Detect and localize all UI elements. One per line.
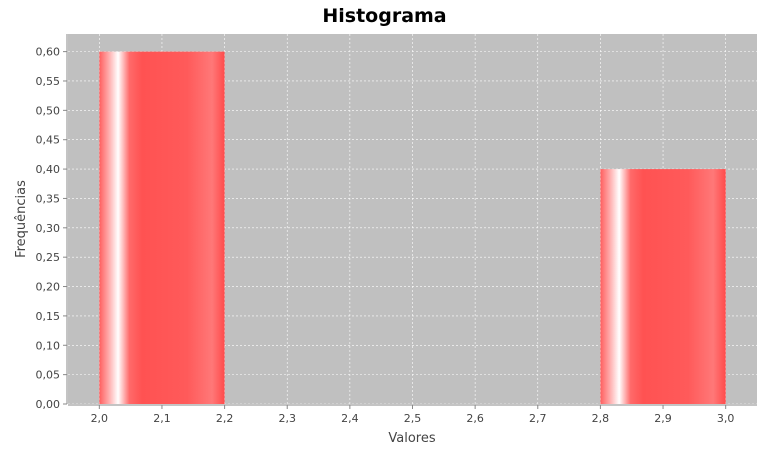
y-tick-label: 0,55 bbox=[36, 75, 61, 88]
x-axis-ticks: 2,0 2,1 2,2 2,3 2,4 2,5 2,6 2,7 2,8 2,9 3,0 bbox=[91, 405, 735, 425]
y-axis-ticks: 0,00 0,05 0,10 0,15 0,20 0,25 0,30 0,35 0,40 0,45… bbox=[36, 46, 67, 411]
x-tick-label: 3,0 bbox=[717, 412, 735, 425]
y-tick-label: 0,00 bbox=[36, 398, 61, 411]
y-tick-label: 0,50 bbox=[36, 104, 61, 117]
x-tick-label: 2,1 bbox=[153, 412, 171, 425]
chart-title: Histograma bbox=[322, 5, 446, 27]
x-tick-label: 2,9 bbox=[654, 412, 672, 425]
y-tick-label: 0,40 bbox=[36, 163, 61, 176]
y-tick-label: 0,60 bbox=[36, 46, 61, 59]
x-tick-label: 2,5 bbox=[404, 412, 422, 425]
y-tick-label: 0,10 bbox=[36, 339, 61, 352]
x-tick-label: 2,3 bbox=[278, 412, 296, 425]
gridlines bbox=[68, 34, 757, 405]
x-tick-label: 2,2 bbox=[216, 412, 234, 425]
histogram-bar bbox=[99, 51, 225, 404]
bars bbox=[99, 51, 726, 404]
x-tick-label: 2,7 bbox=[529, 412, 547, 425]
histogram-bar bbox=[600, 169, 726, 404]
y-axis-label: Frequências bbox=[14, 180, 29, 258]
x-tick-label: 2,6 bbox=[466, 412, 484, 425]
x-tick-label: 2,0 bbox=[91, 412, 109, 425]
x-tick-label: 2,4 bbox=[341, 412, 359, 425]
y-tick-label: 0,15 bbox=[36, 310, 61, 323]
y-tick-label: 0,20 bbox=[36, 281, 61, 294]
y-tick-label: 0,05 bbox=[36, 369, 61, 382]
x-tick-label: 2,8 bbox=[592, 412, 610, 425]
y-tick-label: 0,45 bbox=[36, 134, 61, 147]
y-tick-label: 0,30 bbox=[36, 222, 61, 235]
y-tick-label: 0,25 bbox=[36, 251, 61, 264]
y-tick-label: 0,35 bbox=[36, 192, 61, 205]
x-axis-label: Valores bbox=[388, 431, 435, 446]
